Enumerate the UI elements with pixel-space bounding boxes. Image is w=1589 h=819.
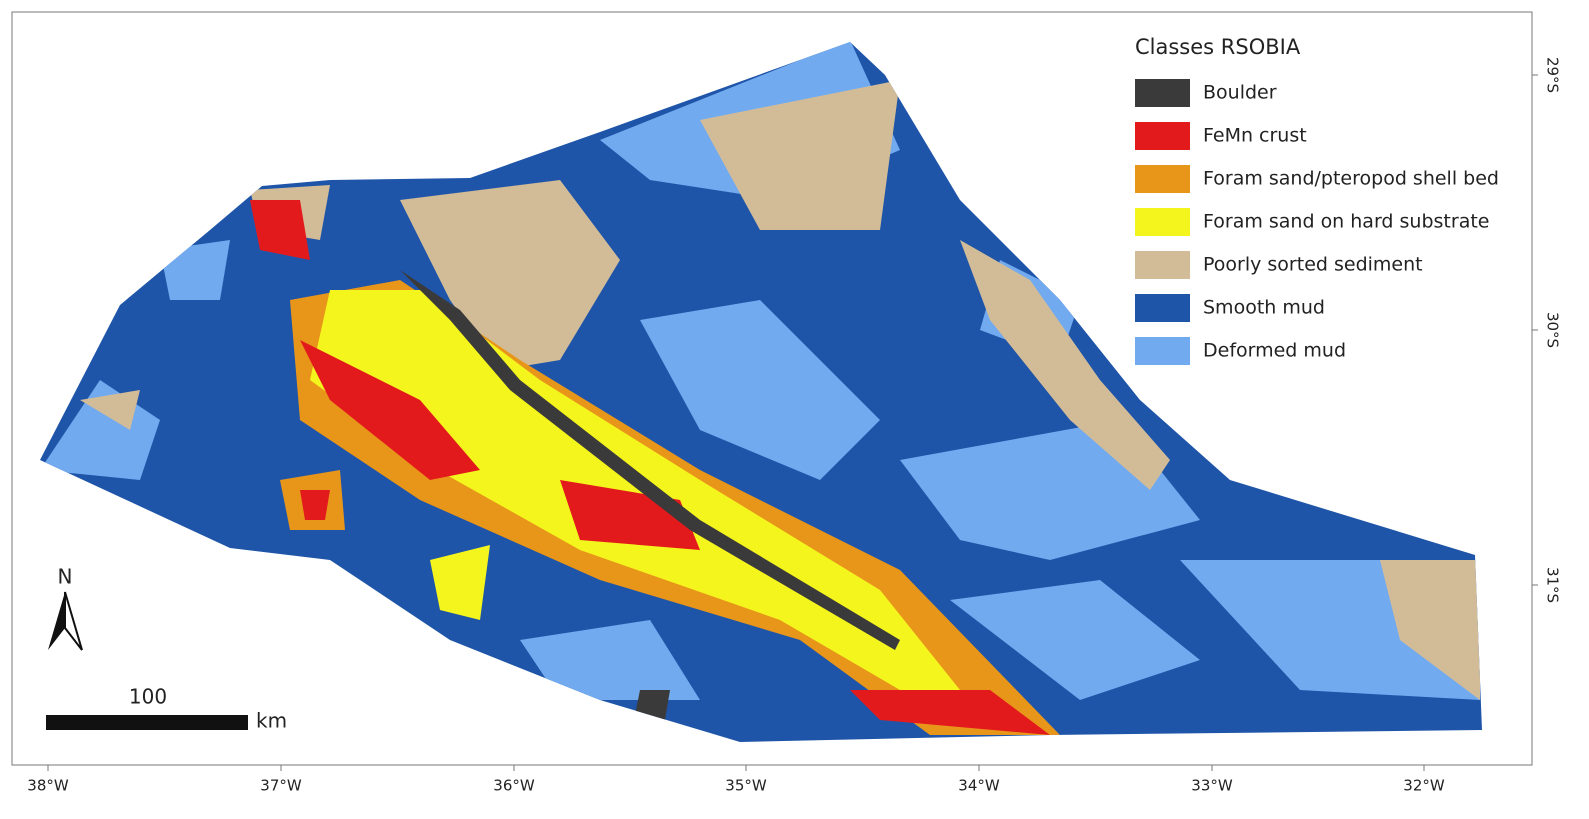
legend-items: Boulder FeMn crust Foram sand/pteropod she…: [1135, 79, 1499, 365]
ridge-system: [250, 200, 1060, 735]
lon-label: 33°W: [1191, 777, 1233, 795]
scale-bar: 100 km: [46, 685, 287, 733]
legend-label: Deformed mud: [1203, 340, 1346, 362]
arrow-right: [64, 591, 83, 651]
lat-label: 31°S: [1544, 567, 1562, 603]
lon-label: 36°W: [493, 777, 535, 795]
scale-distance: 100: [129, 685, 167, 709]
north-label: N: [58, 565, 73, 589]
legend-swatch: [1135, 165, 1190, 193]
legend-label: Foram sand/pteropod shell bed: [1203, 168, 1499, 190]
legend-label: Boulder: [1203, 82, 1277, 104]
legend-label: FeMn crust: [1203, 125, 1307, 147]
lat-label: 29°S: [1544, 57, 1562, 93]
longitude-labels: 38°W 37°W 36°W 35°W 34°W 33°W 32°W: [27, 765, 1445, 795]
lat-label: 30°S: [1544, 312, 1562, 348]
lon-label: 34°W: [958, 777, 1000, 795]
legend: Classes RSOBIA Boulder FeMn crust Foram sa…: [1135, 35, 1499, 365]
legend-swatch: [1135, 337, 1190, 365]
legend-swatch: [1135, 294, 1190, 322]
scale-bar-rect: [46, 715, 248, 730]
legend-title: Classes RSOBIA: [1135, 35, 1301, 59]
legend-swatch: [1135, 79, 1190, 107]
legend-label: Poorly sorted sediment: [1203, 254, 1423, 276]
lon-label: 38°W: [27, 777, 69, 795]
scale-unit: km: [256, 709, 287, 733]
legend-swatch: [1135, 208, 1190, 236]
north-arrow: N: [48, 565, 83, 651]
poorly-sorted-areas: [80, 80, 1480, 700]
legend-label: Smooth mud: [1203, 297, 1325, 319]
arrow-left: [48, 592, 65, 650]
legend-label: Foram sand on hard substrate: [1203, 211, 1489, 233]
lon-label: 32°W: [1403, 777, 1445, 795]
lon-label: 37°W: [260, 777, 302, 795]
lon-label: 35°W: [725, 777, 767, 795]
legend-swatch: [1135, 122, 1190, 150]
latitude-labels: 29°S 30°S 31°S: [1532, 57, 1562, 603]
legend-swatch: [1135, 251, 1190, 279]
